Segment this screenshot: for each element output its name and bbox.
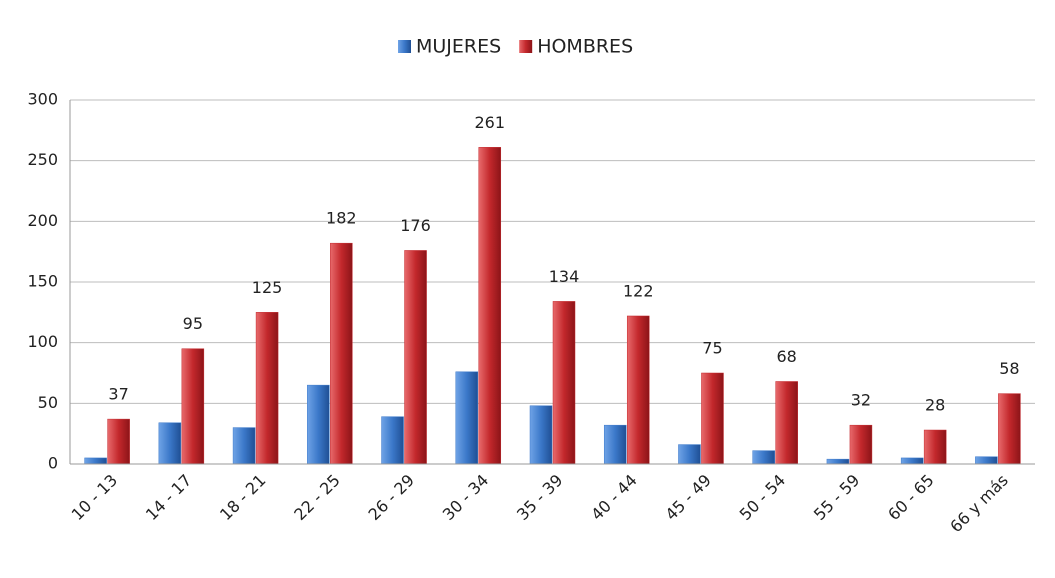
bar [181,348,205,465]
data-label: 122 [623,281,654,300]
data-label: 261 [474,113,505,132]
bar [775,381,798,465]
bar [752,450,775,465]
y-tick-label: 0 [48,454,58,473]
y-tick-label: 250 [27,150,58,169]
data-label: 95 [183,314,203,333]
y-tick-label: 50 [38,393,58,412]
data-label: 68 [777,347,797,366]
data-label: 28 [925,396,945,415]
bar [307,384,330,465]
bar [381,416,404,465]
legend-swatch [398,40,411,53]
bar [552,301,576,465]
bar [826,458,850,465]
data-label: 134 [549,267,580,286]
bar [255,312,279,465]
y-tick-label: 100 [27,332,58,351]
bar [626,315,650,465]
y-tick-label: 150 [27,272,58,291]
legend-swatch [519,40,533,53]
bar [923,429,947,465]
y-tick-label: 200 [27,211,58,230]
data-label: 37 [108,385,128,404]
bar [849,424,873,465]
bar [678,444,701,465]
legend-label: HOMBRES [537,36,633,58]
data-label: 58 [999,359,1019,378]
bar [232,427,256,465]
bar [998,393,1021,465]
data-label: 182 [326,209,357,228]
y-tick-label: 300 [27,90,58,109]
bar [84,457,107,465]
bar [455,371,479,465]
bar [330,242,353,465]
bar [975,456,998,465]
data-label: 125 [252,278,283,297]
data-label: 75 [702,339,722,358]
bar [107,418,130,465]
bar [603,424,627,465]
data-label: 176 [400,216,431,235]
data-label: 32 [851,391,871,410]
bar [404,250,427,465]
bar [478,147,502,465]
bar [529,405,553,465]
bar [900,457,924,465]
bar [701,372,724,465]
legend-label: MUJERES [416,36,501,58]
bar [158,422,182,465]
